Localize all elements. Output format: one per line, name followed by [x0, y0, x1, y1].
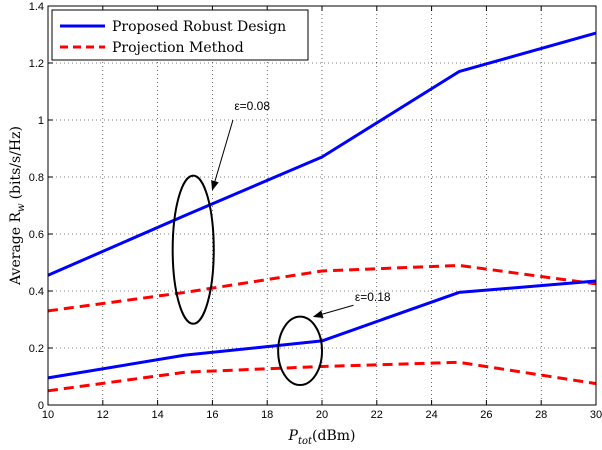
x-tick-label: 22 — [371, 409, 383, 421]
annotation-ellipse-1 — [278, 317, 322, 385]
annotations: ε=0.08 ε=0.18 — [173, 99, 391, 385]
annotation-label-0: ε=0.08 — [234, 99, 270, 113]
axis-ticks: 10 12 14 16 18 20 22 24 26 28 3000.20.40.60.811.21… — [29, 1, 602, 421]
y-tick-label: 0 — [38, 400, 44, 412]
legend-label-proposed: Proposed Robust Design — [112, 19, 286, 35]
y-tick-label: 0.6 — [29, 229, 44, 241]
annotation-ellipse-0 — [173, 176, 214, 324]
y-tick-label: 1.2 — [29, 58, 44, 70]
x-tick-label: 26 — [480, 409, 492, 421]
legend-label-projection: Projection Method — [112, 40, 244, 56]
y-axis-label-pre: Average R — [8, 212, 24, 286]
legend: Proposed Robust Design Projection Method — [52, 10, 308, 60]
y-tick-label: 0.8 — [29, 172, 44, 184]
y-axis-label-sub: w — [16, 203, 27, 212]
x-axis-label-main: P — [288, 428, 299, 444]
y-tick-label: 1 — [38, 115, 44, 127]
y-axis-label-unit: (bits/s/Hz) — [8, 126, 24, 199]
x-tick-label: 18 — [261, 409, 273, 421]
y-tick-label: 0.4 — [29, 286, 44, 298]
x-axis-label-sub: tot — [298, 436, 313, 447]
x-tick-label: 14 — [151, 409, 163, 421]
annotation-arrow-1 — [314, 305, 354, 316]
y-axis-label: Average Rw (bits/s/Hz) — [8, 126, 27, 286]
y-tick-label: 0.2 — [29, 343, 44, 355]
series-line-proposed-2 — [48, 281, 596, 378]
annotation-label-1: ε=0.18 — [355, 290, 391, 304]
x-tick-label: 20 — [316, 409, 328, 421]
x-axis-label: Ptot(dBm) — [288, 428, 356, 447]
annotation-arrow-0 — [212, 120, 233, 190]
x-tick-label: 12 — [97, 409, 109, 421]
y-tick-label: 1.4 — [29, 1, 44, 13]
x-tick-label: 16 — [206, 409, 218, 421]
x-axis-label-unit: (dBm) — [312, 428, 355, 444]
x-tick-label: 28 — [535, 409, 547, 421]
x-tick-label: 30 — [590, 409, 602, 421]
x-tick-label: 24 — [425, 409, 437, 421]
